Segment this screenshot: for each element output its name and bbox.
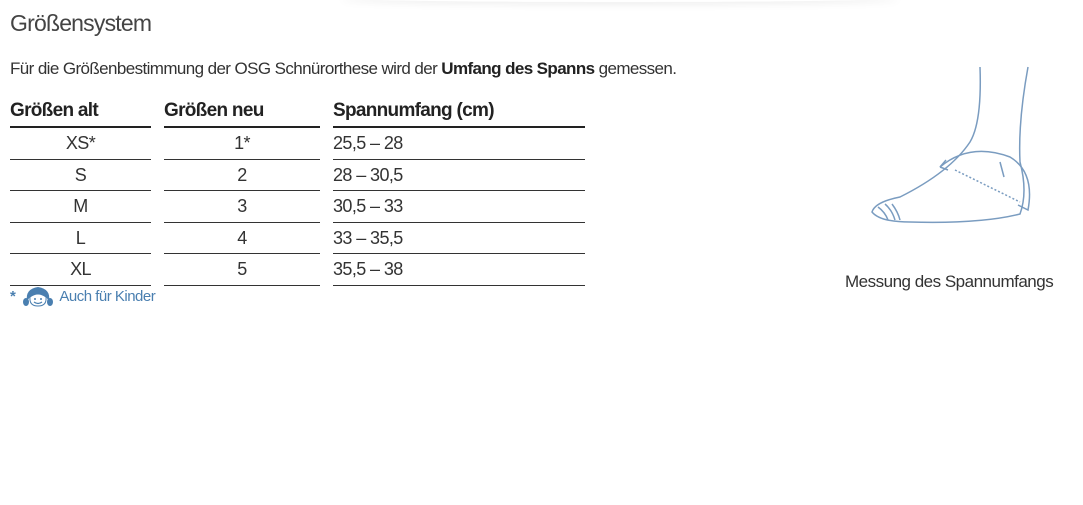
column-new-sizes: Größen neu 1* 2 3 4 5 (164, 98, 320, 286)
table-cell: 1* (164, 128, 320, 160)
table-cell: 4 (164, 223, 320, 254)
intro-after: gemessen. (594, 59, 677, 78)
table-cell: XS* (10, 128, 151, 160)
table-cell: XL (10, 254, 151, 286)
child-face-icon (23, 287, 54, 307)
table-cell: 35,5 – 38 (333, 254, 585, 286)
header-old-sizes: Größen alt (10, 98, 151, 128)
column-old-sizes: Größen alt XS* S M L XL (10, 98, 151, 286)
column-instep: Spannumfang (cm) 25,5 – 28 28 – 30,5 30,… (333, 98, 585, 286)
table-cell: 2 (164, 160, 320, 191)
intro-before: Für die Größenbestimmung der OSG Schnüro… (10, 59, 442, 78)
illustration-caption: Messung des Spannumfangs (845, 272, 1054, 291)
intro-text: Für die Größenbestimmung der OSG Schnüro… (10, 59, 677, 79)
table-cell: M (10, 191, 151, 223)
table-cell: L (10, 223, 151, 254)
table-cell: 5 (164, 254, 320, 286)
header-new-sizes: Größen neu (164, 98, 320, 128)
footnote-text: Auch für Kinder (59, 287, 156, 305)
page-title: Größensystem (10, 10, 152, 36)
table-cell: S (10, 160, 151, 191)
footnote-marker: * (10, 287, 16, 305)
intro-bold: Umfang des Spanns (441, 59, 595, 78)
table-cell: 30,5 – 33 (333, 191, 585, 223)
top-shadow (340, 0, 900, 2)
table-cell: 25,5 – 28 (333, 128, 585, 160)
table-cell: 28 – 30,5 (333, 160, 585, 191)
footnote: * Auch für Kinder (10, 285, 156, 307)
table-cell: 3 (164, 191, 320, 223)
table-cell: 33 – 35,5 (333, 223, 585, 254)
foot-measurement-icon (871, 66, 1031, 224)
header-instep: Spannumfang (cm) (333, 98, 585, 128)
